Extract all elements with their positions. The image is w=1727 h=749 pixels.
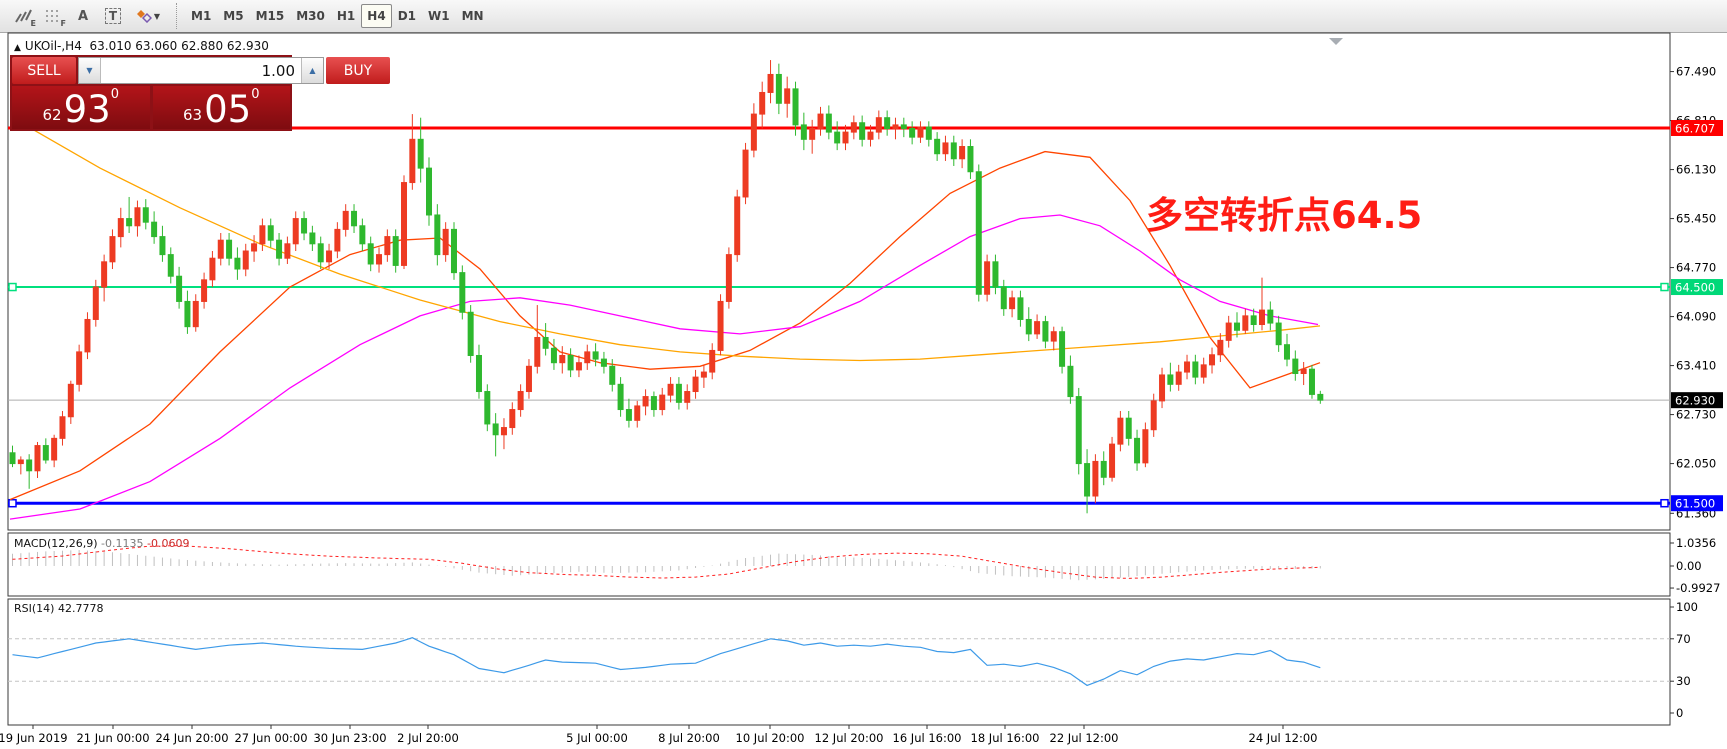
macd-signal-line [12,545,1321,579]
macd-main-value: -0.1135 [101,537,144,550]
time-tick: 2 Jul 20:00 [397,731,459,745]
tf-m15[interactable]: M15 [255,9,285,23]
price-axis: 67.49066.81066.13065.45064.77064.09063.4… [1670,65,1723,520]
price-badge: 64.500 [1675,281,1715,295]
volume-stepper: ▼ ▲ [78,57,324,84]
time-tick: 22 Jul 12:00 [1050,731,1119,745]
svg-text:30: 30 [1676,674,1691,688]
price-badge: 62.930 [1675,394,1715,408]
macd-histogram [12,550,1321,581]
chart-annotation-text: 多空转折点64.5 [1146,194,1423,237]
svg-text:0: 0 [1676,706,1683,720]
price-tick: 64.090 [1676,310,1716,324]
sell-price-point: 0 [110,87,119,102]
tf-w1[interactable]: W1 [428,9,450,23]
grid-icon[interactable]: F [38,3,68,29]
time-tick: 10 Jul 20:00 [736,731,805,745]
indicator-axis: 1.0356 0.00 -0.9927 100 70 30 0 [1670,536,1720,720]
time-tick: 21 Jun 00:00 [76,731,149,745]
svg-text:0.00: 0.00 [1676,559,1702,573]
rsi-levels [8,638,1670,682]
symbol-ohlc: 63.010 63.060 62.880 62.930 [89,39,269,53]
price-tick: 66.130 [1676,163,1716,177]
rsi-line [12,637,1321,687]
price-tick: 64.770 [1676,261,1716,275]
time-tick: 12 Jul 20:00 [815,731,884,745]
time-tick: 24 Jun 20:00 [155,731,228,745]
ma-fast [9,150,1321,501]
volume-decrease-button[interactable]: ▼ [79,58,101,83]
tf-mn[interactable]: MN [461,9,484,23]
buy-button[interactable]: BUY [326,57,390,84]
price-badge: 66.707 [1675,122,1715,136]
buy-price-pips: 05 [204,87,252,131]
rsi-value: 42.7778 [57,602,104,615]
macd-signal-value: -0.0609 [147,537,190,550]
candles-layer [9,60,1324,514]
rsi-label: RSI(14) 42.7778 [14,602,104,615]
tf-m1[interactable]: M1 [191,9,212,23]
volume-increase-button[interactable]: ▲ [301,58,323,83]
svg-text:70: 70 [1676,632,1691,646]
macd-label: MACD(12,26,9) -0.1135 -0.0609 [14,537,190,550]
sell-price-display[interactable]: 62 93 0 [12,86,150,129]
sell-price-pips: 93 [63,87,111,131]
svg-text:1.0356: 1.0356 [1676,536,1716,550]
objects-dropdown-icon[interactable]: ▼ [128,3,168,29]
label-tool-icon[interactable]: A [77,8,89,24]
tf-h4[interactable]: H4 [361,4,392,28]
buy-price-int: 63 [183,106,203,124]
price-tick: 63.410 [1676,359,1716,373]
price-tick: 67.490 [1676,65,1716,79]
price-tick: 62.050 [1676,457,1716,471]
price-badge: 61.500 [1675,497,1715,511]
buy-price-display[interactable]: 63 05 0 [152,86,290,131]
price-tick: 62.730 [1676,408,1716,422]
sell-button[interactable]: SELL [12,57,76,84]
line-handle[interactable] [8,498,17,508]
volume-input[interactable] [101,58,301,83]
ma-medium [9,214,1319,520]
collapse-panel-icon[interactable]: ▲ [14,43,21,53]
chart-shift-marker-icon[interactable] [1329,38,1343,45]
top-toolbar: E F A T ▼ M1 M5 M15 M30 H1 H4 D1 W1 MN [0,0,1727,33]
time-tick: 19 Jun 2019 [0,731,68,745]
tf-d1[interactable]: D1 [397,9,416,23]
time-tick: 24 Jul 12:00 [1249,731,1318,745]
sell-price-int: 62 [42,106,62,124]
line-handle[interactable] [1660,498,1669,508]
line-handle[interactable] [8,282,17,292]
time-tick: 27 Jun 00:00 [234,731,307,745]
time-tick: 30 Jun 23:00 [313,731,386,745]
text-tool-icon[interactable]: T [98,3,128,29]
tf-m5[interactable]: M5 [223,9,244,23]
time-tick: 8 Jul 20:00 [658,731,720,745]
line-handle[interactable] [1660,282,1669,292]
tf-h1[interactable]: H1 [336,9,356,23]
tf-m30[interactable]: M30 [296,9,325,23]
chart-symbol-title: ▲ UKOil-,H4 63.010 63.060 62.880 62.930 [14,39,269,53]
svg-text:-0.9927: -0.9927 [1676,581,1720,595]
buy-price-point: 0 [251,87,260,102]
time-axis: 19 Jun 2019 21 Jun 00:00 24 Jun 20:00 27 Ju… [0,725,1317,745]
price-tick: 65.450 [1676,212,1716,226]
indicators-icon[interactable]: E [8,3,38,29]
toolbar-separator [176,3,177,29]
time-tick: 18 Jul 16:00 [971,731,1040,745]
svg-text:100: 100 [1676,600,1698,614]
time-tick: 5 Jul 00:00 [566,731,628,745]
time-tick: 16 Jul 16:00 [893,731,962,745]
symbol-name: UKOil-,H4 [24,39,82,53]
